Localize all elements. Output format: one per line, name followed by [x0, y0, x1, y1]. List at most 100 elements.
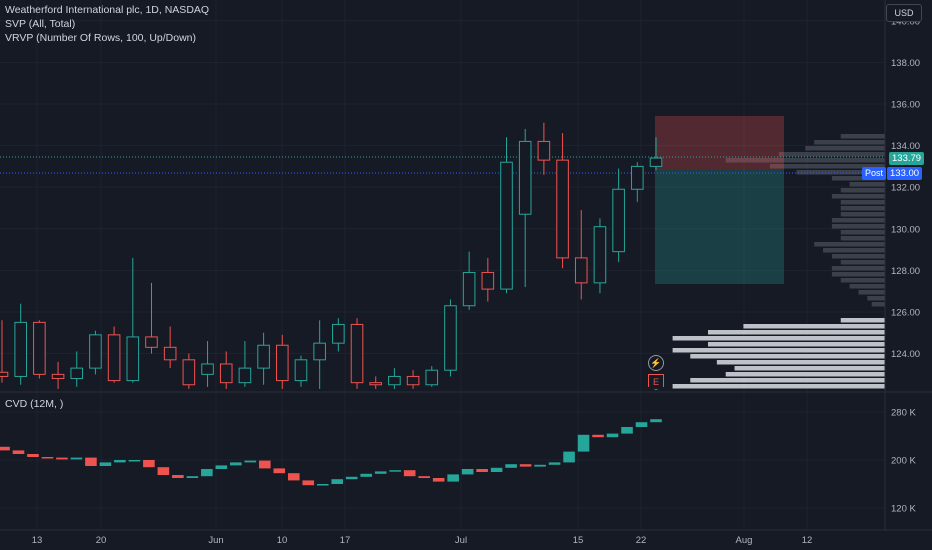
candle [201, 341, 214, 387]
cvd-axis[interactable]: 280 K 200 K 120 K [891, 408, 916, 515]
cvd-bar [273, 468, 286, 474]
time-tick-label: 22 [636, 535, 647, 546]
candle-body [518, 140, 532, 215]
cvd-bar [621, 427, 633, 434]
volume-profile-bar [858, 290, 885, 295]
price-axis[interactable]: 140.00138.00136.00134.00132.00130.00128.… [891, 16, 920, 360]
volume-profile-bar [840, 134, 885, 139]
candle [313, 320, 326, 389]
currency-button[interactable]: USD [886, 4, 922, 22]
time-tick-label: 20 [96, 535, 107, 546]
candle [500, 137, 513, 294]
indicator-vrvp-label[interactable]: VRVP (Number Of Rows, 100, Up/Down) [5, 32, 197, 44]
cvd-bar [201, 469, 213, 477]
candle-body [201, 363, 214, 375]
price-tick-label: 126.00 [891, 307, 920, 318]
candle [518, 128, 532, 288]
cvd-bar [490, 467, 503, 472]
cvd-bar [287, 473, 300, 481]
candle-body [406, 375, 420, 386]
candle-body [275, 344, 289, 382]
candle [89, 330, 102, 375]
candle [107, 326, 121, 383]
cvd-bar [447, 474, 459, 482]
cvd-bar [476, 469, 488, 472]
last-price-tag: 133.79 [889, 152, 925, 165]
candle-body [126, 336, 140, 382]
volume-profile-bar [814, 140, 885, 145]
candle-body [313, 342, 326, 361]
volume-profile-bar [840, 200, 885, 205]
indicator-svp-label[interactable]: SVP (All, Total) [5, 18, 76, 30]
cvd-bar [99, 462, 112, 466]
earnings-label: E [652, 377, 659, 387]
candle-body [388, 375, 401, 386]
candle [574, 210, 588, 300]
volume-profile-bar [796, 170, 885, 175]
candle [462, 251, 476, 310]
cvd-bar [302, 480, 315, 486]
lightning-icon[interactable]: ⚡ [648, 355, 664, 371]
volume-profile-bar [672, 336, 885, 341]
cvd-pane-title[interactable]: CVD (12M, ) [5, 398, 64, 410]
candle [294, 355, 308, 387]
candle [481, 257, 495, 302]
volume-profile-bar [840, 318, 885, 323]
candle [238, 341, 252, 387]
volume-profile-bar [849, 284, 885, 289]
volume-profile-bar [725, 158, 885, 163]
earnings-icon[interactable]: E [648, 374, 664, 390]
candle-body [649, 157, 663, 167]
cvd-bar [635, 422, 648, 427]
cvd-bar [12, 450, 25, 454]
time-tick-label: 15 [573, 535, 584, 546]
candle-body [294, 359, 308, 382]
cvd-bar [360, 473, 373, 477]
symbol-title[interactable]: Weatherford International plc, 1D, NASDA… [5, 4, 210, 16]
candle-body [444, 305, 457, 371]
post-market-label: Post [862, 167, 887, 180]
candle-body [238, 367, 252, 384]
cvd-bar [56, 457, 68, 460]
candle-body [500, 161, 513, 290]
price-tick-label: 130.00 [891, 224, 920, 235]
cvd-bar [143, 460, 155, 468]
price-tick-label: 136.00 [891, 99, 920, 110]
candle [350, 318, 364, 389]
reward-zone[interactable] [655, 169, 784, 284]
volume-profile-bar [708, 330, 885, 335]
volume-profile-bar [831, 254, 885, 259]
volume-profile-bar [725, 372, 885, 377]
volume-profile-bar [831, 218, 885, 223]
volume-profile-bar [716, 360, 885, 365]
candle-body [612, 188, 625, 253]
candle [537, 122, 551, 175]
candle [649, 137, 663, 171]
candle-body [70, 367, 84, 380]
risk-zone[interactable] [655, 116, 784, 169]
cvd-bar [432, 478, 445, 482]
volume-profile-bar [831, 224, 885, 229]
candle [556, 133, 569, 269]
time-tick-label: Aug [736, 535, 753, 546]
volume-profile-bar [840, 188, 885, 193]
candle [163, 326, 177, 369]
candle [70, 351, 84, 387]
candle [33, 320, 46, 379]
price-tick-label: 128.00 [891, 266, 920, 277]
candle-body [556, 159, 569, 259]
cvd-bar [374, 471, 387, 474]
cvd-bar [563, 451, 575, 463]
volume-profile-bar [805, 146, 885, 151]
cvd-bar [259, 460, 271, 469]
volume-profile-bar [871, 302, 885, 307]
cvd-bar [389, 470, 401, 472]
volume-profile-bar [708, 342, 885, 347]
cvd-bar [70, 457, 83, 460]
time-axis[interactable]: 13 20 Jun 10 17 Jul 15 22 Aug 12 [32, 535, 813, 546]
time-tick-label: 17 [340, 535, 351, 546]
cvd-bar [230, 462, 242, 466]
volume-profile-bar [672, 384, 885, 389]
candle [425, 366, 439, 387]
